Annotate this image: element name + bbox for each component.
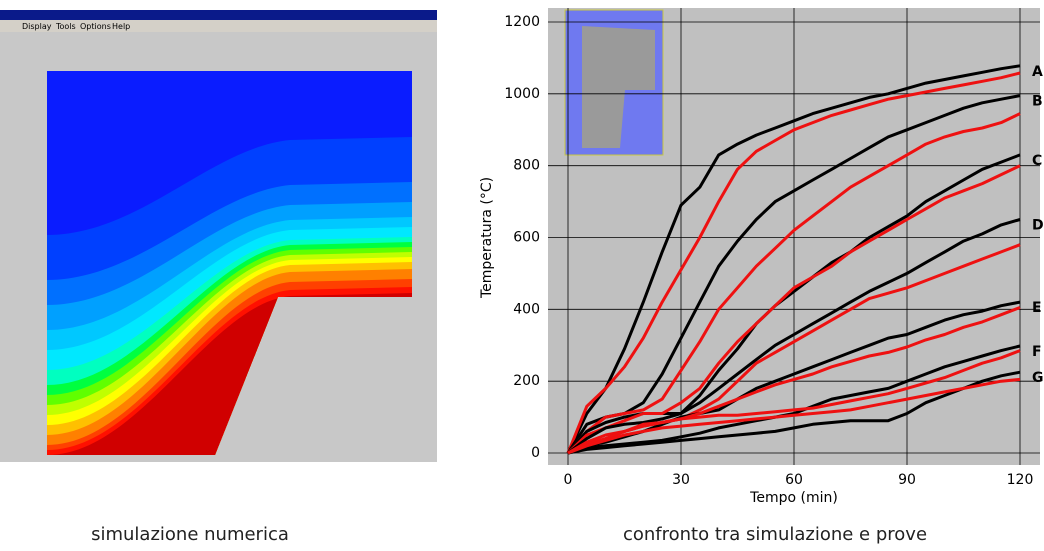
data-line: [567, 349, 1021, 455]
x-tick-label: 120: [1007, 472, 1034, 488]
data-line: [566, 112, 1021, 454]
x-tick-label: 30: [672, 472, 690, 488]
caption: confronto tra simulazione e prove: [623, 524, 927, 545]
curve-label: G: [1032, 370, 1044, 386]
x-tick-label: 0: [564, 472, 573, 488]
menu-item[interactable]: Options: [80, 22, 111, 31]
curve-label: A: [1032, 64, 1043, 80]
x-tick-label: 60: [785, 472, 803, 488]
curve-label: D: [1032, 218, 1044, 234]
y-tick-label: 400: [513, 301, 540, 317]
menu-item[interactable]: Tools: [55, 22, 76, 31]
y-axis-label: Temperatura (°C): [479, 177, 495, 299]
y-tick-label: 0: [531, 445, 540, 461]
simulation-window: Display Tools Options Help: [0, 10, 437, 462]
y-tick-label: 800: [513, 158, 540, 174]
menu-item[interactable]: Display: [22, 22, 52, 31]
menu-item[interactable]: Help: [112, 22, 130, 31]
inset-section: [582, 26, 655, 148]
y-tick-label: 600: [513, 230, 540, 246]
curve-label: C: [1032, 153, 1042, 169]
data-line: [567, 377, 1021, 455]
title-bar: [0, 10, 437, 20]
curve-label: E: [1032, 300, 1042, 316]
y-tick-label: 200: [513, 373, 540, 389]
data-line: [567, 306, 1021, 455]
data-line: [566, 94, 1021, 454]
data-line: [567, 218, 1021, 455]
curve-label: F: [1032, 344, 1042, 360]
x-axis-label: Tempo (min): [749, 490, 838, 506]
chart: 0 200 400 600 800 1000 1200 0 30 60 90 120 Tempo (mi…: [479, 8, 1044, 506]
data-line: [566, 64, 1021, 454]
caption: simulazione numerica: [91, 524, 289, 545]
data-line: [566, 164, 1021, 455]
menu-bar: [0, 20, 437, 32]
data-line: [567, 370, 1021, 455]
y-tick-label: 1000: [504, 86, 540, 102]
data-line: [566, 71, 1021, 454]
curve-label: B: [1032, 94, 1043, 110]
y-tick-label: 1200: [504, 14, 540, 30]
x-tick-label: 90: [898, 472, 916, 488]
data-line: [567, 344, 1021, 455]
